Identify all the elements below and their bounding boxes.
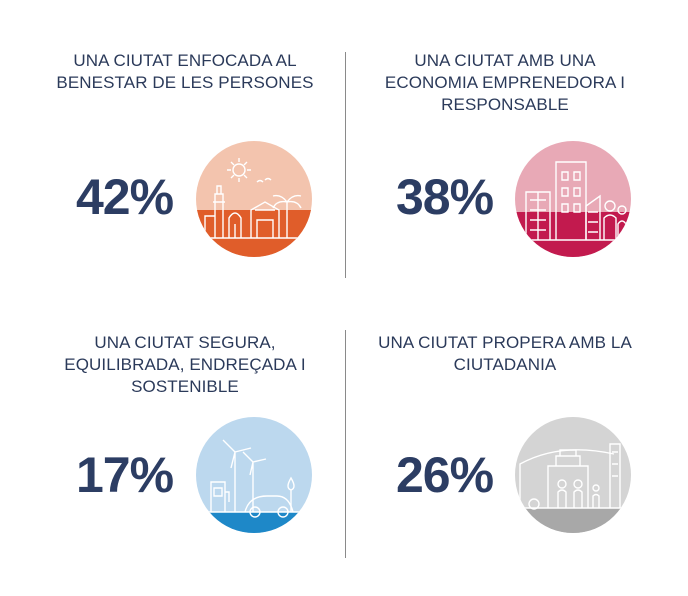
card-heading-citizenship: UNA CIUTAT PROPERA AMB LA CIUTADANIA	[378, 333, 632, 374]
wind-turbine-illustration-icon	[195, 416, 313, 534]
card-heading-sustainability: UNA CIUTAT SEGURA, EQUILIBRADA, ENDREÇAD…	[64, 333, 306, 396]
percentage-wellbeing: 42%	[76, 169, 174, 225]
percentage-citizenship: 26%	[396, 447, 494, 503]
card-heading-wellbeing: UNA CIUTAT ENFOCADA AL BENESTAR DE LES P…	[56, 51, 314, 92]
citizens-illustration-icon	[514, 416, 632, 534]
percentage-sustainability: 17%	[76, 447, 174, 503]
city-business-illustration-icon	[514, 140, 632, 258]
vertical-divider-top	[345, 52, 346, 278]
card-heading-economy: UNA CIUTAT AMB UNA ECONOMIA EMPRENEDORA …	[384, 51, 626, 114]
vertical-divider-bottom	[345, 330, 346, 558]
percentage-economy: 38%	[396, 169, 494, 225]
city-beach-illustration-icon	[195, 140, 313, 258]
